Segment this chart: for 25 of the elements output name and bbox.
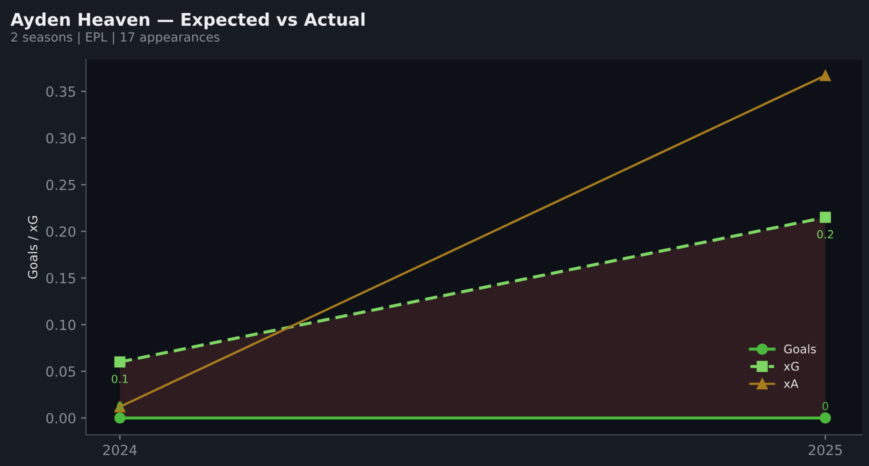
y-tick-label: 0.00 [46,412,76,424]
y-tick-label: 0.05 [46,366,76,377]
point [820,212,831,223]
y-tick-label: 0.35 [46,86,76,97]
data-label: 0.1 [112,374,128,384]
chart-subtitle: 2 seasons | EPL | 17 appearances [11,32,220,44]
data-label: 0 [117,402,123,410]
data-label: 0 [822,402,828,410]
data-label: 0.2 [817,230,834,238]
y-tick-label: 0.30 [46,133,76,144]
x-tick-label: 2024 [103,444,137,456]
legend-label: xG [784,362,799,371]
y-tick-label: 0.25 [46,180,76,190]
point [820,70,831,82]
point [820,412,831,424]
legend-label: xA [784,379,798,388]
point [114,356,126,368]
x-tick-label: 2025 [808,444,842,456]
chart-title: Ayden Heaven — Expected vs Actual [10,12,364,30]
legend-label: Goals [784,344,816,354]
y-axis-title: Goals / xG [28,216,38,279]
point [114,412,126,424]
y-tick-label: 0.20 [46,226,76,237]
y-tick-label: 0.15 [46,272,76,284]
y-tick-label: 0.10 [46,320,76,330]
